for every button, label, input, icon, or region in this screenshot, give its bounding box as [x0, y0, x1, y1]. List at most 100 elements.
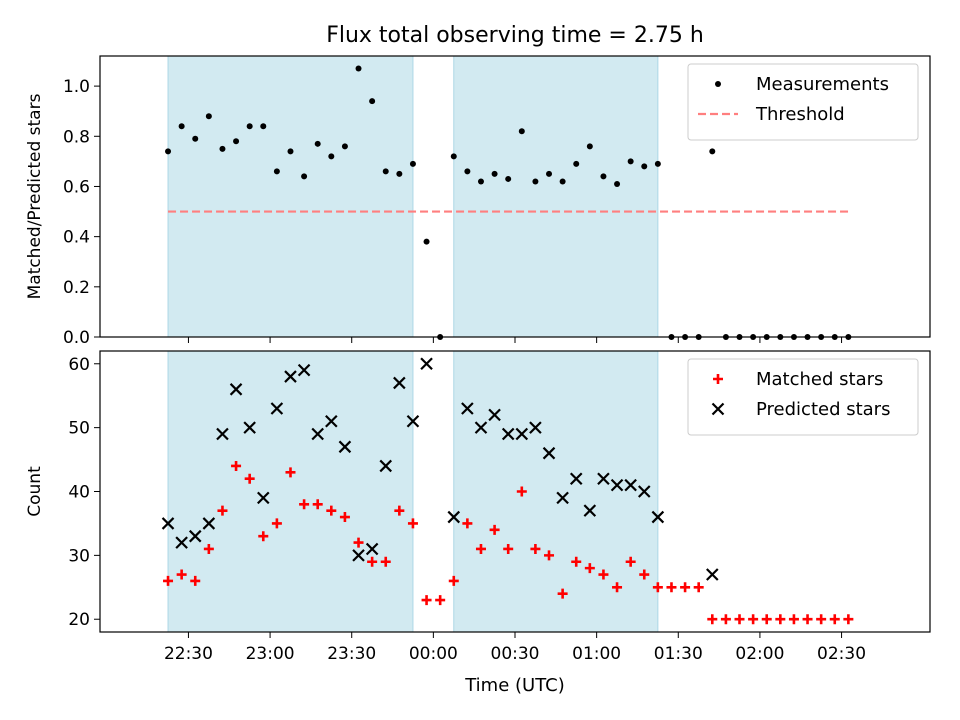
matched-stars-point [448, 575, 459, 586]
matched-stars-point [203, 543, 214, 554]
measurement-point [233, 138, 240, 145]
predicted-stars-point [393, 376, 406, 390]
predicted-stars-point [651, 510, 665, 524]
matched-stars-point [530, 543, 541, 554]
matched-stars-point [775, 614, 786, 625]
matched-stars-point [829, 614, 840, 625]
matched-stars-point [802, 614, 813, 625]
chart-title: Flux total observing time = 2.75 h [326, 23, 704, 48]
matched-stars-point [231, 460, 242, 471]
predicted-stars-point [243, 421, 256, 434]
y-tick-label: 0.2 [63, 278, 90, 298]
predicted-stars-point [420, 357, 433, 371]
predicted-stars-point [379, 459, 393, 473]
predicted-stars-point [610, 478, 624, 492]
matched-stars-point [407, 518, 418, 529]
legend-label: Measurements [756, 74, 889, 95]
shaded-interval-2 [453, 350, 659, 633]
matched-stars-point [584, 563, 595, 574]
measurement-point [341, 143, 348, 150]
measurement-point [491, 170, 498, 177]
axes-frame [99, 55, 931, 338]
y-tick-label: 0.8 [63, 127, 90, 147]
matched-stars-point [598, 569, 609, 580]
x-axis-label: Time (UTC) [464, 675, 565, 696]
matched-stars-point [299, 499, 310, 510]
matched-stars-point [612, 582, 623, 593]
matched-stars-point [652, 582, 663, 593]
measurement-point [328, 153, 335, 160]
y-tick-label: 1.0 [63, 77, 90, 97]
legend-matched-marker [713, 374, 723, 384]
x-tick-label: 02:00 [735, 644, 784, 664]
matched-stars-point [326, 505, 337, 516]
predicted-stars-point [447, 510, 461, 524]
matched-stars-point [489, 524, 500, 535]
matched-stars-point [312, 499, 323, 510]
legend-box [687, 63, 919, 141]
measurement-point [314, 140, 321, 147]
measurement-point [627, 158, 634, 165]
matched-stars-point [163, 575, 174, 586]
shaded-interval-2 [453, 55, 659, 338]
matched-stars-point [244, 473, 255, 484]
measurement-point [546, 170, 553, 177]
predicted-stars-point [338, 440, 352, 454]
axes-frame [99, 350, 931, 633]
matched-stars-point [843, 614, 854, 625]
measurement-point [586, 143, 593, 150]
measurement-point [464, 168, 471, 175]
measurement-point [396, 170, 403, 177]
panel-top: 0.0 0.2 0.4 0.6 0.8 1.0 Matched/Predicted star… [25, 55, 931, 348]
y-tick-label: 60 [68, 355, 90, 375]
matched-stars-point [625, 556, 636, 567]
predicted-stars-point [284, 370, 297, 383]
matched-stars-point [639, 569, 650, 580]
matched-stars-point [271, 518, 282, 529]
matched-stars-point [176, 569, 187, 580]
matched-stars-point [666, 582, 677, 593]
predicted-stars-point [569, 472, 583, 486]
predicted-stars-point [488, 408, 501, 422]
predicted-stars-point [257, 491, 270, 505]
predicted-stars-point [365, 542, 379, 556]
matched-stars-point [748, 614, 759, 625]
matched-stars-point [258, 531, 269, 542]
matched-stars-point [734, 614, 745, 625]
matched-stars-point [367, 556, 378, 567]
measurement-point [301, 173, 308, 180]
shaded-interval-1 [167, 55, 414, 338]
matched-stars-point [707, 614, 718, 625]
matched-stars-point [462, 518, 473, 529]
measurement-point [382, 168, 389, 175]
y-tick-label: 40 [68, 483, 90, 503]
matched-stars-point [816, 614, 827, 625]
measurement-point [573, 160, 580, 167]
measurement-point [219, 145, 226, 152]
measurement-point [246, 123, 253, 130]
predicted-stars-point [597, 472, 610, 486]
panel-bottom: 20 30 40 50 60 22:30 23:00 23:30 00:00 00:30 01:00… [25, 350, 931, 664]
measurement-point [423, 238, 430, 245]
matched-stars-point [380, 556, 391, 567]
y-tick-label: 0.0 [63, 328, 90, 348]
y-axis-label: Matched/Predicted stars [25, 93, 45, 299]
legend-label: Predicted stars [756, 399, 890, 420]
measurement-point [654, 160, 661, 167]
x-tick-label: 00:00 [409, 644, 458, 664]
legend-measurements-marker [715, 81, 721, 87]
matched-stars-point [788, 614, 799, 625]
measurement-point [165, 148, 172, 155]
shaded-interval-1 [167, 350, 414, 633]
measurement-point [369, 98, 376, 105]
measurement-point [178, 123, 185, 130]
measurement-point [205, 113, 212, 120]
measurement-point [518, 128, 525, 135]
predicted-stars-point [583, 504, 597, 517]
matched-stars-point [353, 537, 364, 548]
predicted-stars-point [229, 383, 243, 396]
predicted-stars-point [270, 402, 284, 415]
predicted-stars-point [406, 414, 420, 428]
x-tick-label: 23:00 [246, 644, 295, 664]
